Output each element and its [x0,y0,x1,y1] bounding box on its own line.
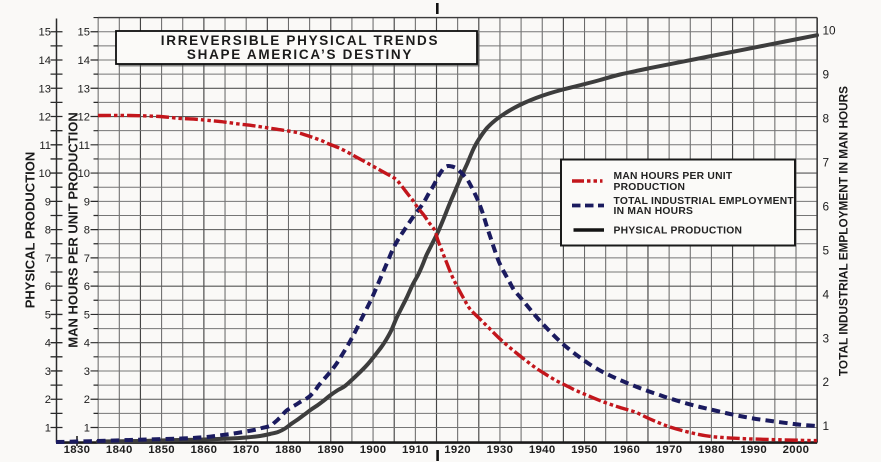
svg-text:14: 14 [39,55,51,67]
svg-text:MAN HOURS PER UNIT PRODUCTION: MAN HOURS PER UNIT PRODUCTION [66,112,81,347]
svg-text:8: 8 [823,112,830,126]
svg-text:6: 6 [84,281,90,293]
svg-text:3: 3 [84,366,90,378]
svg-text:PHYSICAL PRODUCTION: PHYSICAL PRODUCTION [614,226,743,237]
svg-text:1950: 1950 [571,444,598,456]
svg-text:2: 2 [823,375,830,389]
svg-text:12: 12 [78,112,90,124]
svg-text:8: 8 [84,225,90,237]
svg-text:14: 14 [78,55,90,67]
svg-text:1930: 1930 [487,444,514,456]
svg-text:PHYSICAL PRODUCTION: PHYSICAL PRODUCTION [23,152,38,309]
svg-text:11: 11 [39,140,51,152]
svg-text:10: 10 [78,168,90,180]
svg-text:1980: 1980 [698,444,725,456]
svg-text:1960: 1960 [613,444,640,456]
svg-text:1: 1 [45,423,51,435]
svg-text:2: 2 [84,394,90,406]
svg-text:7: 7 [823,156,830,170]
svg-text:1970: 1970 [656,444,683,456]
svg-text:1900: 1900 [360,444,387,456]
svg-text:13: 13 [39,83,51,95]
svg-text:5: 5 [45,309,51,321]
svg-text:1940: 1940 [529,444,556,456]
svg-text:12: 12 [39,112,51,124]
svg-text:IRREVERSIBLE PHYSICAL TRENDS: IRREVERSIBLE PHYSICAL TRENDS [161,33,439,48]
svg-text:1870: 1870 [233,444,260,456]
svg-text:1860: 1860 [191,444,218,456]
svg-text:2: 2 [45,394,51,406]
svg-text:TOTAL INDUSTRIAL EMPLOYMENT IN: TOTAL INDUSTRIAL EMPLOYMENT IN MAN HOURS [837,86,851,376]
svg-text:15: 15 [78,27,90,39]
svg-text:6: 6 [45,281,51,293]
svg-text:3: 3 [45,366,51,378]
svg-text:13: 13 [78,83,90,95]
svg-text:1830: 1830 [64,444,91,456]
svg-text:8: 8 [45,225,51,237]
svg-text:1840: 1840 [106,444,133,456]
svg-text:1850: 1850 [148,444,175,456]
svg-text:10: 10 [823,24,837,38]
svg-text:1880: 1880 [275,444,302,456]
svg-text:1920: 1920 [444,444,471,456]
svg-text:IN MAN HOURS: IN MAN HOURS [614,206,694,217]
svg-text:6: 6 [823,199,830,213]
svg-text:11: 11 [78,140,90,152]
svg-text:7: 7 [84,253,90,265]
svg-text:PRODUCTION: PRODUCTION [614,182,686,193]
svg-text:9: 9 [823,68,830,82]
svg-text:7: 7 [45,253,51,265]
svg-text:1890: 1890 [317,444,344,456]
svg-text:1910: 1910 [402,444,429,456]
svg-text:TOTAL INDUSTRIAL EMPLOYMENT: TOTAL INDUSTRIAL EMPLOYMENT [614,196,795,207]
svg-text:1: 1 [84,423,90,435]
svg-text:9: 9 [45,196,51,208]
svg-text:15: 15 [39,27,51,39]
svg-text:5: 5 [823,243,830,257]
svg-text:1: 1 [823,419,830,433]
svg-text:1990: 1990 [740,444,767,456]
svg-text:2000: 2000 [783,444,810,456]
svg-text:SHAPE AMERICA’S DESTINY: SHAPE AMERICA’S DESTINY [187,47,413,62]
svg-text:4: 4 [823,287,830,301]
svg-text:4: 4 [84,338,90,350]
svg-text:5: 5 [84,309,90,321]
svg-text:3: 3 [823,331,830,345]
svg-text:10: 10 [39,168,51,180]
svg-text:MAN HOURS PER UNIT: MAN HOURS PER UNIT [614,171,733,182]
svg-text:4: 4 [45,338,51,350]
svg-text:9: 9 [84,196,90,208]
